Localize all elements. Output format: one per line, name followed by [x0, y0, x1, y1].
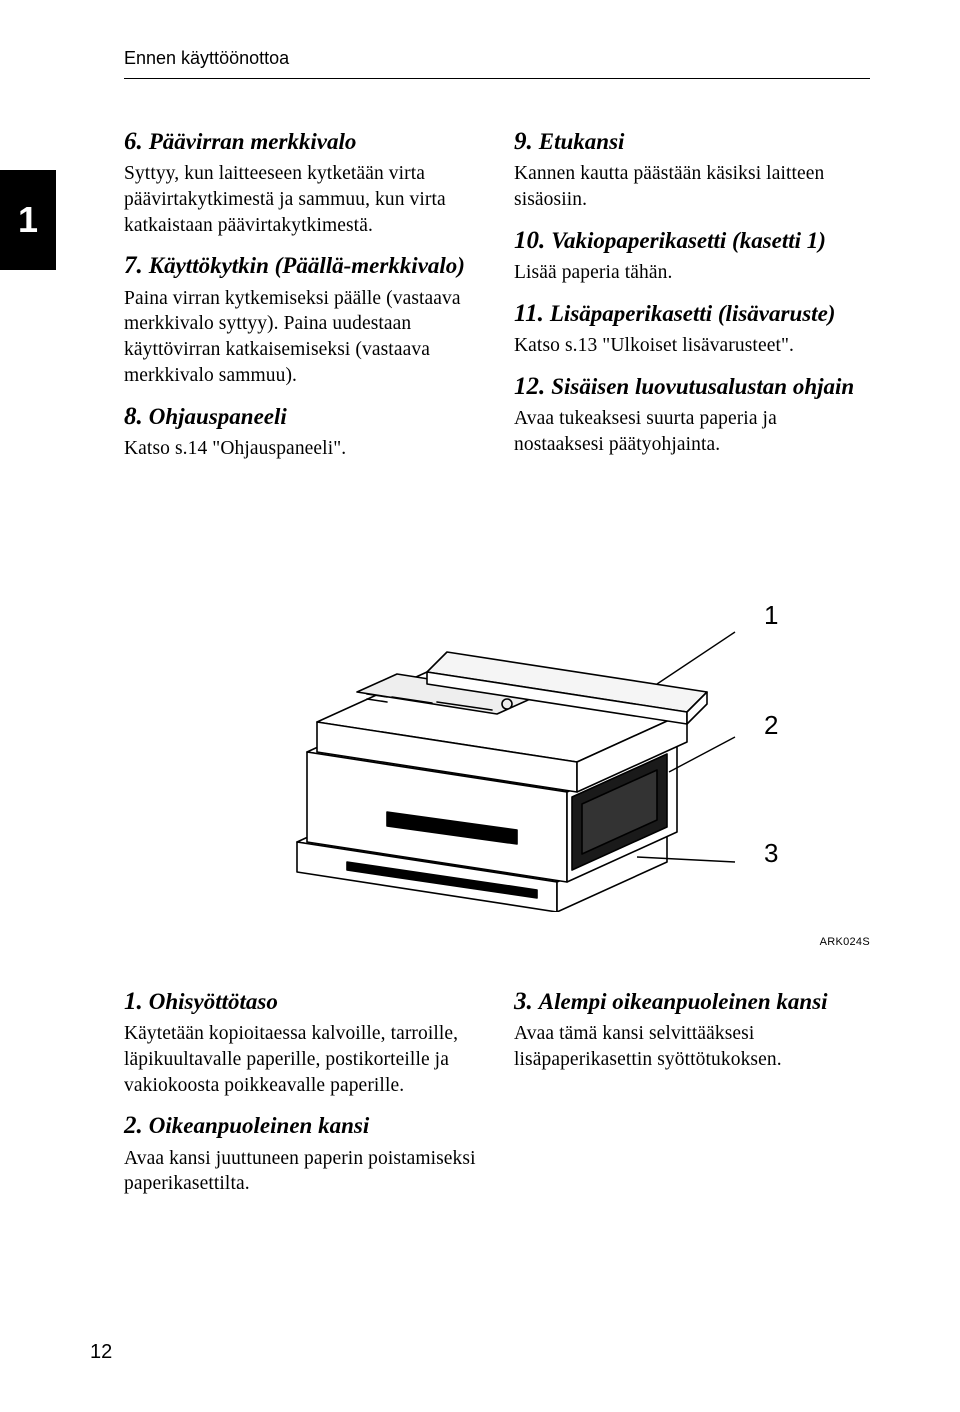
item-number: 7.	[124, 252, 143, 279]
lower-columns: 1.Ohisyöttötaso Käytetään kopioitaessa k…	[124, 986, 870, 1209]
page-number: 12	[90, 1341, 112, 1364]
item-heading: 8.Ohjauspaneeli	[124, 401, 480, 432]
item-heading: 6.Päävirran merkkivalo	[124, 126, 480, 157]
upper-left-column: 6.Päävirran merkkivalo Syttyy, kun laitt…	[124, 126, 480, 474]
item-body: Syttyy, kun laitteeseen kytketään virta …	[124, 161, 480, 238]
list-item: 10.Vakiopaperikasetti (kasetti 1) Lisää …	[514, 225, 870, 286]
item-heading: 3.Alempi oikeanpuoleinen kansi	[514, 986, 870, 1017]
item-heading: 10.Vakiopaperikasetti (kasetti 1)	[514, 225, 870, 256]
printer-illustration-icon	[237, 572, 757, 912]
figure-code: ARK024S	[820, 936, 870, 948]
list-item: 6.Päävirran merkkivalo Syttyy, kun laitt…	[124, 126, 480, 238]
item-number: 6.	[124, 128, 143, 155]
item-title: Ohisyöttötaso	[149, 989, 278, 1014]
figure: 1 2 3 ARK024S	[124, 572, 870, 952]
item-number: 12.	[514, 373, 545, 400]
item-title: Alempi oikeanpuoleinen kansi	[539, 989, 828, 1014]
item-heading: 12.Sisäisen luovutusalustan ohjain	[514, 371, 870, 402]
lower-left-column: 1.Ohisyöttötaso Käytetään kopioitaessa k…	[124, 986, 480, 1209]
item-body: Käytetään kopioitaessa kalvoille, tarroi…	[124, 1021, 480, 1098]
item-body: Lisää paperia tähän.	[514, 260, 870, 286]
item-number: 2.	[124, 1112, 143, 1139]
item-title: Vakiopaperikasetti (kasetti 1)	[551, 228, 826, 253]
item-title: Käyttökytkin (Päällä-merkkivalo)	[149, 253, 465, 278]
item-title: Ohjauspaneeli	[149, 404, 287, 429]
item-body: Paina virran kytkemiseksi päälle (vastaa…	[124, 286, 480, 389]
figure-callout-3: 3	[764, 838, 778, 869]
chapter-tab: 1	[0, 170, 56, 270]
figure-callout-1: 1	[764, 600, 778, 631]
item-title: Päävirran merkkivalo	[149, 129, 357, 154]
figure-callout-2: 2	[764, 710, 778, 741]
item-title: Etukansi	[539, 129, 625, 154]
item-heading: 1.Ohisyöttötaso	[124, 986, 480, 1017]
upper-columns: 6.Päävirran merkkivalo Syttyy, kun laitt…	[124, 126, 870, 474]
running-head-rule	[124, 78, 870, 79]
item-number: 10.	[514, 227, 545, 254]
page: Ennen käyttöönottoa 1 6.Päävirran merkki…	[0, 0, 960, 1412]
item-heading: 7.Käyttökytkin (Päällä-merkkivalo)	[124, 250, 480, 281]
item-title: Oikeanpuoleinen kansi	[149, 1113, 369, 1138]
item-body: Avaa tämä kansi selvittääksesi lisäpaper…	[514, 1021, 870, 1072]
item-body: Katso s.14 "Ohjauspaneeli".	[124, 436, 480, 462]
item-number: 3.	[514, 988, 533, 1015]
list-item: 2.Oikeanpuoleinen kansi Avaa kansi juutt…	[124, 1110, 480, 1197]
item-body: Avaa tukeaksesi suurta paperia ja nostaa…	[514, 406, 870, 457]
item-heading: 11.Lisäpaperikasetti (lisävaruste)	[514, 298, 870, 329]
list-item: 7.Käyttökytkin (Päällä-merkkivalo) Paina…	[124, 250, 480, 388]
item-heading: 2.Oikeanpuoleinen kansi	[124, 1110, 480, 1141]
item-title: Sisäisen luovutusalustan ohjain	[551, 374, 854, 399]
running-head: Ennen käyttöönottoa	[124, 48, 289, 69]
item-heading: 9.Etukansi	[514, 126, 870, 157]
item-number: 8.	[124, 403, 143, 430]
item-body: Katso s.13 "Ulkoiset lisävarusteet".	[514, 333, 870, 359]
item-number: 9.	[514, 128, 533, 155]
item-body: Kannen kautta päästään käsiksi laitteen …	[514, 161, 870, 212]
item-number: 1.	[124, 988, 143, 1015]
list-item: 9.Etukansi Kannen kautta päästään käsiks…	[514, 126, 870, 213]
list-item: 1.Ohisyöttötaso Käytetään kopioitaessa k…	[124, 986, 480, 1098]
list-item: 8.Ohjauspaneeli Katso s.14 "Ohjauspaneel…	[124, 401, 480, 462]
list-item: 11.Lisäpaperikasetti (lisävaruste) Katso…	[514, 298, 870, 359]
lower-right-column: 3.Alempi oikeanpuoleinen kansi Avaa tämä…	[514, 986, 870, 1209]
list-item: 12.Sisäisen luovutusalustan ohjain Avaa …	[514, 371, 870, 458]
list-item: 3.Alempi oikeanpuoleinen kansi Avaa tämä…	[514, 986, 870, 1073]
item-number: 11.	[514, 300, 544, 327]
item-body: Avaa kansi juuttuneen paperin poistamise…	[124, 1146, 480, 1197]
upper-right-column: 9.Etukansi Kannen kautta päästään käsiks…	[514, 126, 870, 474]
item-title: Lisäpaperikasetti (lisävaruste)	[550, 301, 836, 326]
